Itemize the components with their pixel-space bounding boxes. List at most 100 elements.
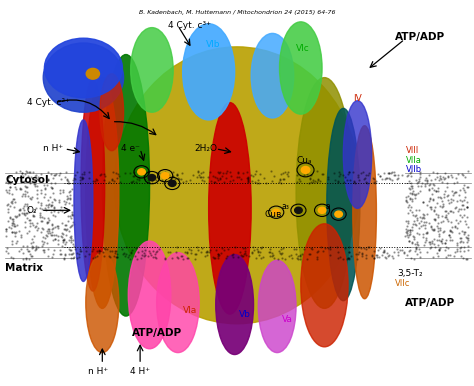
Point xyxy=(38,238,46,244)
Point xyxy=(39,247,47,253)
Point xyxy=(252,168,260,174)
Point xyxy=(8,200,16,206)
Circle shape xyxy=(168,180,176,186)
Point xyxy=(208,178,215,185)
Point xyxy=(415,190,422,196)
Point xyxy=(406,207,413,213)
Point xyxy=(311,178,319,184)
Point xyxy=(456,235,464,241)
Point xyxy=(30,179,38,185)
Point xyxy=(464,235,471,241)
Point xyxy=(38,218,46,224)
Point xyxy=(128,179,135,185)
Point xyxy=(278,171,285,177)
Point xyxy=(441,188,449,194)
Point xyxy=(66,192,74,198)
Point xyxy=(271,173,278,179)
Point xyxy=(426,186,433,192)
Point xyxy=(7,180,14,186)
Point xyxy=(426,239,433,245)
Point xyxy=(416,246,423,252)
Point xyxy=(314,177,321,183)
Point xyxy=(420,219,428,225)
Point xyxy=(76,174,83,180)
Point xyxy=(19,256,27,262)
Point xyxy=(22,256,30,262)
Point xyxy=(36,205,44,211)
Point xyxy=(434,225,441,231)
Point xyxy=(55,196,63,203)
Point xyxy=(33,187,41,193)
Point xyxy=(442,237,450,243)
Point xyxy=(43,228,51,234)
Text: a: a xyxy=(326,202,330,211)
Point xyxy=(76,177,83,183)
Point xyxy=(28,194,36,200)
Point xyxy=(280,176,287,182)
Point xyxy=(239,245,246,252)
Circle shape xyxy=(161,173,169,179)
Point xyxy=(33,191,41,197)
Text: 2H₂O: 2H₂O xyxy=(194,144,218,153)
Point xyxy=(214,251,222,257)
Point xyxy=(313,179,320,185)
Point xyxy=(410,221,417,227)
Point xyxy=(46,228,53,234)
Point xyxy=(11,196,18,202)
Point xyxy=(279,245,287,251)
Point xyxy=(70,180,77,186)
Point xyxy=(57,176,65,183)
Point xyxy=(407,227,414,233)
Point xyxy=(408,180,415,186)
Point xyxy=(402,198,410,205)
Point xyxy=(296,178,304,185)
Point xyxy=(251,179,259,185)
Point xyxy=(99,249,106,255)
Point xyxy=(19,191,27,198)
Point xyxy=(346,244,353,250)
Point xyxy=(463,184,471,190)
Point xyxy=(354,256,361,262)
Point xyxy=(178,170,186,176)
Point xyxy=(12,229,20,235)
Text: VIII: VIII xyxy=(406,146,419,155)
Point xyxy=(80,174,87,181)
Point xyxy=(51,172,59,178)
Point xyxy=(66,196,74,203)
Point xyxy=(26,229,33,235)
Point xyxy=(182,178,190,184)
Point xyxy=(324,176,332,182)
Point xyxy=(28,252,36,259)
Point xyxy=(369,175,376,181)
Point xyxy=(453,246,461,252)
Point xyxy=(447,227,455,234)
Point xyxy=(403,252,411,259)
Point xyxy=(52,197,59,203)
Point xyxy=(49,185,56,191)
Point xyxy=(358,253,365,259)
Point xyxy=(405,193,412,199)
Point xyxy=(358,251,365,257)
Point xyxy=(18,193,26,199)
Point xyxy=(447,218,455,225)
Point xyxy=(426,187,433,193)
Point xyxy=(411,213,419,219)
Point xyxy=(116,179,123,185)
Point xyxy=(444,245,452,251)
Point xyxy=(344,254,351,261)
Point xyxy=(56,170,64,176)
Point xyxy=(51,179,58,186)
Point xyxy=(153,249,160,255)
Point xyxy=(59,237,67,243)
Point xyxy=(423,177,430,183)
Point xyxy=(191,256,199,262)
Point xyxy=(317,244,325,250)
Point xyxy=(449,224,456,230)
Point xyxy=(245,174,252,181)
Point xyxy=(9,220,17,226)
Point xyxy=(357,245,365,251)
Point xyxy=(44,253,51,259)
Point xyxy=(456,245,464,251)
Point xyxy=(458,171,465,177)
Point xyxy=(45,176,52,182)
